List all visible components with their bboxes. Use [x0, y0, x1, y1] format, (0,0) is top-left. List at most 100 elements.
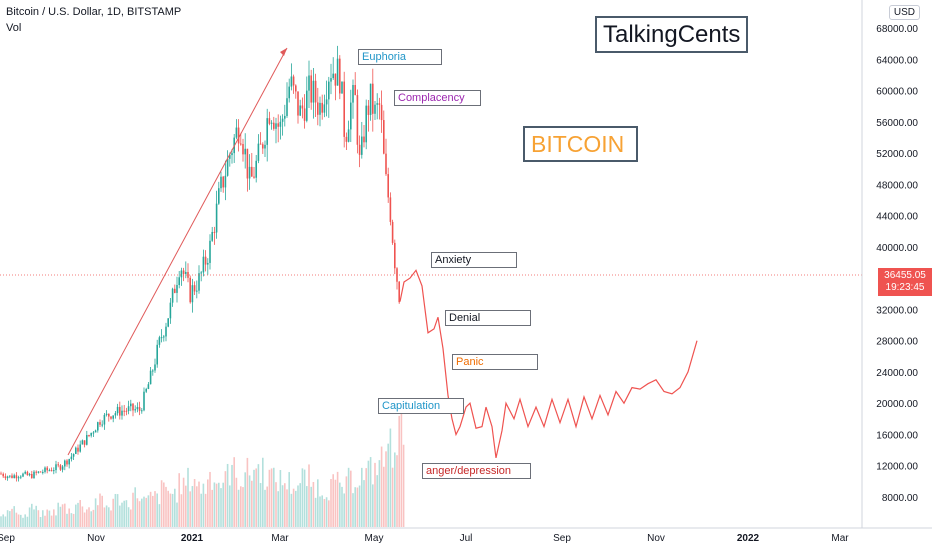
volume-bar: [20, 514, 22, 527]
volume-bar: [354, 487, 356, 527]
volume-bar: [224, 471, 227, 527]
volume-bar: [28, 507, 31, 527]
candle-body: [35, 471, 37, 473]
volume-bar: [378, 460, 381, 527]
candle-body: [92, 432, 95, 434]
candle-body: [13, 475, 15, 478]
volume-bar: [196, 486, 198, 527]
candle-body: [301, 105, 304, 109]
volume-bar: [248, 475, 251, 527]
volume-bar: [204, 493, 207, 527]
candle-body: [156, 344, 158, 365]
candle-body: [17, 477, 20, 479]
candle-body: [367, 105, 370, 115]
candle-body: [81, 440, 84, 445]
candle-body: [75, 447, 77, 454]
candle-body: [383, 120, 385, 154]
label-panic[interactable]: Panic: [452, 354, 538, 370]
volume-bar: [103, 507, 106, 527]
candle-body: [31, 474, 33, 479]
volume-bar: [402, 444, 405, 527]
volume-bar: [75, 504, 77, 527]
volume-bar: [301, 468, 304, 527]
candle-body: [50, 470, 53, 472]
candle-body: [149, 370, 152, 385]
candle-body: [363, 136, 365, 143]
label-denial[interactable]: Denial: [445, 310, 531, 326]
volume-bar: [141, 498, 143, 527]
candle-body: [83, 440, 86, 445]
candle-body: [15, 475, 18, 479]
volume-bar: [26, 516, 29, 527]
candle-body: [11, 475, 13, 478]
bitcoin-box[interactable]: BITCOIN: [523, 126, 638, 162]
candle-body: [86, 435, 88, 445]
volume-bar: [178, 473, 180, 527]
volume-bar: [339, 482, 341, 527]
volume-bar: [108, 507, 110, 527]
volume-bar: [345, 476, 348, 527]
brand-box[interactable]: TalkingCents: [595, 16, 748, 53]
candle-body: [251, 166, 253, 177]
volume-bar: [116, 494, 119, 527]
volume-bar: [303, 469, 306, 527]
candle-body: [356, 95, 359, 145]
candle-body: [284, 115, 286, 119]
label-capitulation[interactable]: Capitulation: [378, 398, 464, 414]
candle-body: [22, 473, 24, 477]
volume-bar: [321, 495, 323, 527]
volume-bar: [380, 446, 383, 527]
time-tick-label: Sep: [0, 533, 15, 544]
volume-bar: [149, 491, 152, 527]
price-tick-label: 40000.00: [876, 243, 918, 254]
volume-bar: [94, 498, 97, 527]
volume-bar: [246, 457, 249, 527]
volume-bar: [334, 479, 337, 527]
candle-body: [310, 75, 312, 103]
volume-bar: [286, 489, 288, 527]
candle-body: [266, 118, 268, 145]
label-euphoria[interactable]: Euphoria: [358, 49, 442, 65]
volume-bar: [231, 464, 233, 527]
label-anxiety[interactable]: Anxiety: [431, 252, 517, 268]
volume-bar: [383, 466, 385, 527]
candle-body: [99, 422, 101, 425]
candle-body: [127, 406, 130, 412]
time-tick-label: Sep: [553, 533, 571, 544]
volume-bar: [299, 483, 301, 527]
volume-bar: [350, 470, 352, 527]
volume-bar: [323, 499, 326, 527]
candle-body: [53, 470, 55, 472]
last-price-value: 36455.05: [884, 270, 926, 281]
volume-bars: [0, 409, 405, 527]
candle-body: [174, 288, 176, 293]
candle-body: [330, 78, 332, 82]
candle-body: [147, 384, 150, 389]
candle-body: [59, 465, 62, 470]
candle-body: [207, 262, 209, 265]
volume-bar: [226, 463, 229, 527]
volume-bar: [281, 485, 284, 527]
volume-bar: [145, 497, 147, 527]
volume-bar: [163, 482, 165, 527]
candle-body: [61, 466, 64, 470]
last-price-tag: 36455.05 19:23:45: [878, 268, 932, 296]
label-anger-depression[interactable]: anger/depression: [422, 463, 531, 479]
currency-button[interactable]: USD: [888, 5, 920, 20]
candle-body: [275, 123, 277, 129]
volume-bar: [15, 512, 18, 527]
volume-bar: [233, 457, 235, 527]
volume-bar: [97, 505, 99, 527]
volume-bar: [319, 496, 321, 527]
volume-bar: [57, 502, 59, 527]
volume-bar: [193, 479, 196, 527]
candle-body: [347, 129, 350, 142]
volume-bar: [275, 482, 277, 527]
volume-bar: [336, 471, 339, 527]
volume-bar: [220, 488, 222, 527]
volume-bar: [180, 494, 183, 527]
label-complacency[interactable]: Complacency: [394, 90, 481, 106]
candle-body: [213, 231, 216, 233]
candle-body: [200, 272, 202, 274]
